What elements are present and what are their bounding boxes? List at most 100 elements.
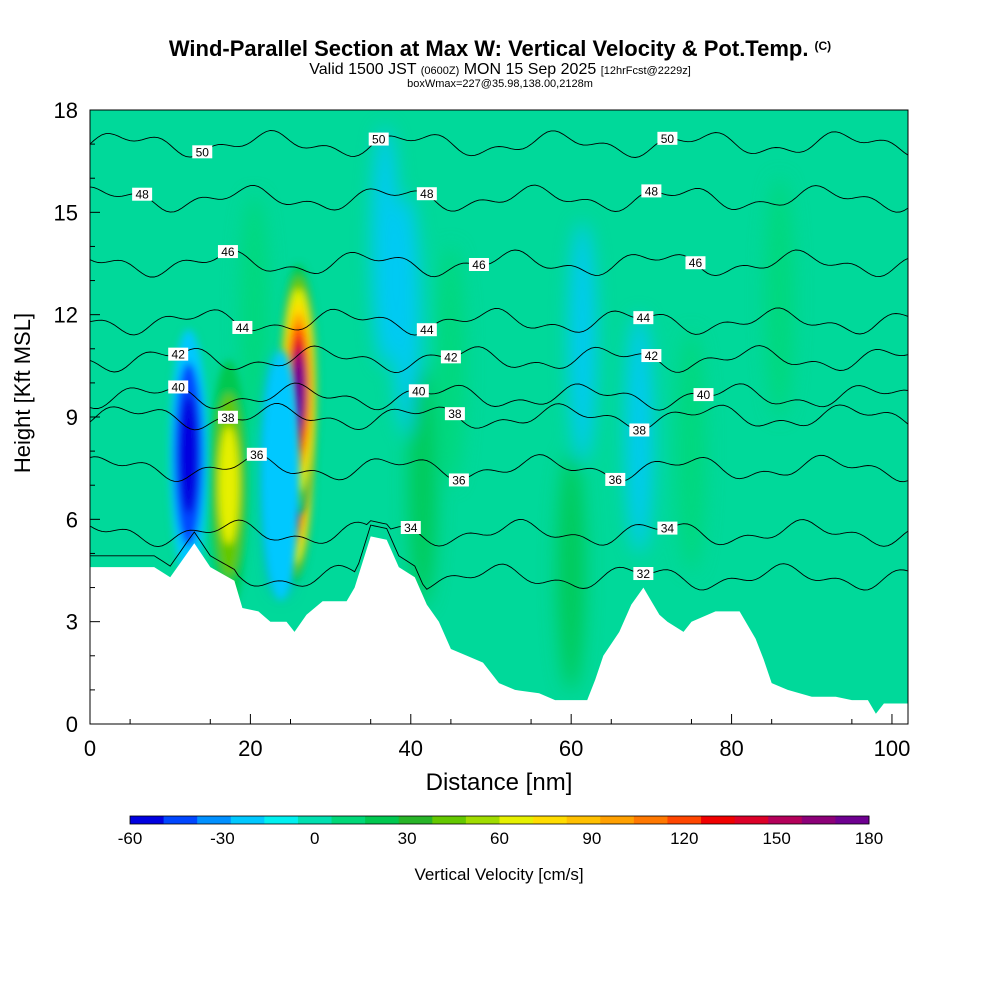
x-tick-label: 60 — [559, 736, 583, 761]
colorbar-tick-label: 150 — [762, 829, 790, 848]
velocity-streak — [568, 221, 597, 462]
colorbar-swatch — [432, 816, 467, 824]
colorbar-swatch — [835, 816, 870, 824]
chart-title: Wind-Parallel Section at Max W: Vertical… — [0, 36, 1000, 62]
velocity-streak — [557, 450, 586, 691]
colorbar-tick-label: 30 — [398, 829, 417, 848]
y-tick-label: 6 — [66, 507, 78, 532]
colorbar-tick-label: -30 — [210, 829, 235, 848]
contour-label: 36 — [605, 472, 626, 487]
colorbar-label: Vertical Velocity [cm/s] — [414, 865, 583, 884]
contour-label-text: 40 — [172, 380, 186, 394]
theta-contour — [90, 130, 908, 158]
contour-label-text: 34 — [404, 521, 418, 535]
contour-label-text: 48 — [135, 188, 149, 202]
theta-contour — [90, 519, 908, 548]
colorbar-tick-label: 60 — [490, 829, 509, 848]
colorbar-swatch — [667, 816, 702, 824]
contour-label-text: 42 — [645, 349, 659, 363]
theta-contour — [90, 184, 908, 213]
velocity-streak — [765, 177, 794, 418]
box-info: boxWmax=227@35.98,138.00,2128m — [407, 78, 593, 90]
colorbar-swatch — [465, 816, 500, 824]
y-tick-label: 15 — [54, 200, 78, 225]
velocity-cell-level — [218, 425, 239, 545]
contour-label: 44 — [232, 320, 253, 335]
x-tick-label: 80 — [719, 736, 743, 761]
velocity-cell — [261, 349, 300, 600]
x-tick-label: 40 — [399, 736, 423, 761]
contour-label: 44 — [633, 311, 654, 325]
contour-label: 38 — [217, 410, 238, 425]
x-axis-label: Distance [nm] — [426, 769, 573, 796]
copyright-mark: (C) — [814, 39, 832, 53]
contour-label: 42 — [641, 349, 662, 363]
contour-label-text: 50 — [196, 145, 210, 159]
contour-label: 36 — [448, 473, 469, 487]
contour-label: 50 — [368, 132, 389, 147]
colorbar-swatch — [264, 816, 299, 824]
velocity-streak — [408, 365, 437, 606]
colorbar-swatch — [633, 816, 668, 824]
colorbar-swatch — [230, 816, 265, 824]
valid-time: Valid 1500 JST — [309, 61, 417, 78]
contour-label-text: 34 — [661, 522, 675, 536]
colorbar-swatch — [398, 816, 433, 824]
colorbar-swatch — [130, 816, 165, 824]
contour-label: 40 — [693, 388, 714, 402]
colorbar-swatch — [566, 816, 601, 824]
contour-label-text: 36 — [609, 473, 623, 487]
contour-label: 36 — [246, 447, 267, 462]
colorbar-swatch — [533, 816, 568, 824]
x-tick-label: 20 — [238, 736, 262, 761]
contour-label-text: 48 — [645, 184, 659, 198]
y-tick-label: 3 — [66, 610, 78, 635]
colorbar-swatch — [365, 816, 400, 824]
velocity-streak — [371, 126, 400, 367]
theta-contour — [90, 307, 908, 336]
colorbar-tick-label: 0 — [310, 829, 319, 848]
y-tick-label: 0 — [66, 712, 78, 737]
colorbar-swatch — [297, 816, 333, 824]
contour-label: 50 — [657, 131, 678, 146]
contour-label: 34 — [400, 521, 421, 535]
colorbar-swatch — [163, 816, 198, 824]
contour-label: 48 — [416, 187, 437, 201]
contour-label-text: 44 — [637, 311, 651, 325]
velocity-streak — [436, 245, 465, 486]
plot-area — [90, 110, 908, 724]
contour-label-text: 50 — [372, 133, 386, 147]
y-tick-label: 12 — [54, 303, 78, 328]
colorbar-swatch — [768, 816, 803, 824]
contour-label-text: 42 — [444, 350, 458, 364]
forecast-tag: [12hrFcst@2229z] — [600, 65, 691, 77]
contour-label: 40 — [168, 380, 189, 394]
velocity-cell — [169, 329, 208, 580]
contour-label: 50 — [192, 145, 213, 159]
contour-label-text: 38 — [633, 423, 647, 437]
terrain-mask — [90, 536, 908, 724]
contour-label: 32 — [633, 567, 654, 581]
colorbar-frame — [129, 815, 870, 825]
valid-date: MON 15 Sep 2025 — [463, 61, 597, 78]
velocity-streak — [240, 194, 269, 435]
contour-label-text: 46 — [472, 258, 486, 272]
theta-contour — [90, 345, 908, 373]
contour-label-text: 38 — [221, 411, 235, 425]
x-tick-label: 0 — [84, 736, 96, 761]
velocity-cell-level — [261, 349, 300, 600]
contour-label: 34 — [657, 521, 678, 536]
contour-label-text: 44 — [236, 321, 250, 335]
contour-label-text: 32 — [637, 567, 651, 581]
colorbar-swatch — [600, 816, 635, 824]
contour-label: 38 — [629, 423, 650, 437]
colorbar-swatch — [499, 816, 534, 824]
contour-label-text: 36 — [250, 448, 264, 462]
contour-label: 42 — [168, 347, 189, 362]
chart-subtitle: Valid 1500 JST (0600Z) MON 15 Sep 2025 [… — [0, 61, 1000, 79]
theta-contour — [90, 524, 908, 591]
contour-label: 38 — [444, 407, 465, 421]
colorbar-swatch — [197, 816, 232, 824]
velocity-cell-level — [178, 395, 199, 514]
